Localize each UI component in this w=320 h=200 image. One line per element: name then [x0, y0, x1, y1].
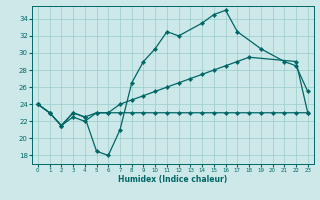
X-axis label: Humidex (Indice chaleur): Humidex (Indice chaleur) [118, 175, 228, 184]
